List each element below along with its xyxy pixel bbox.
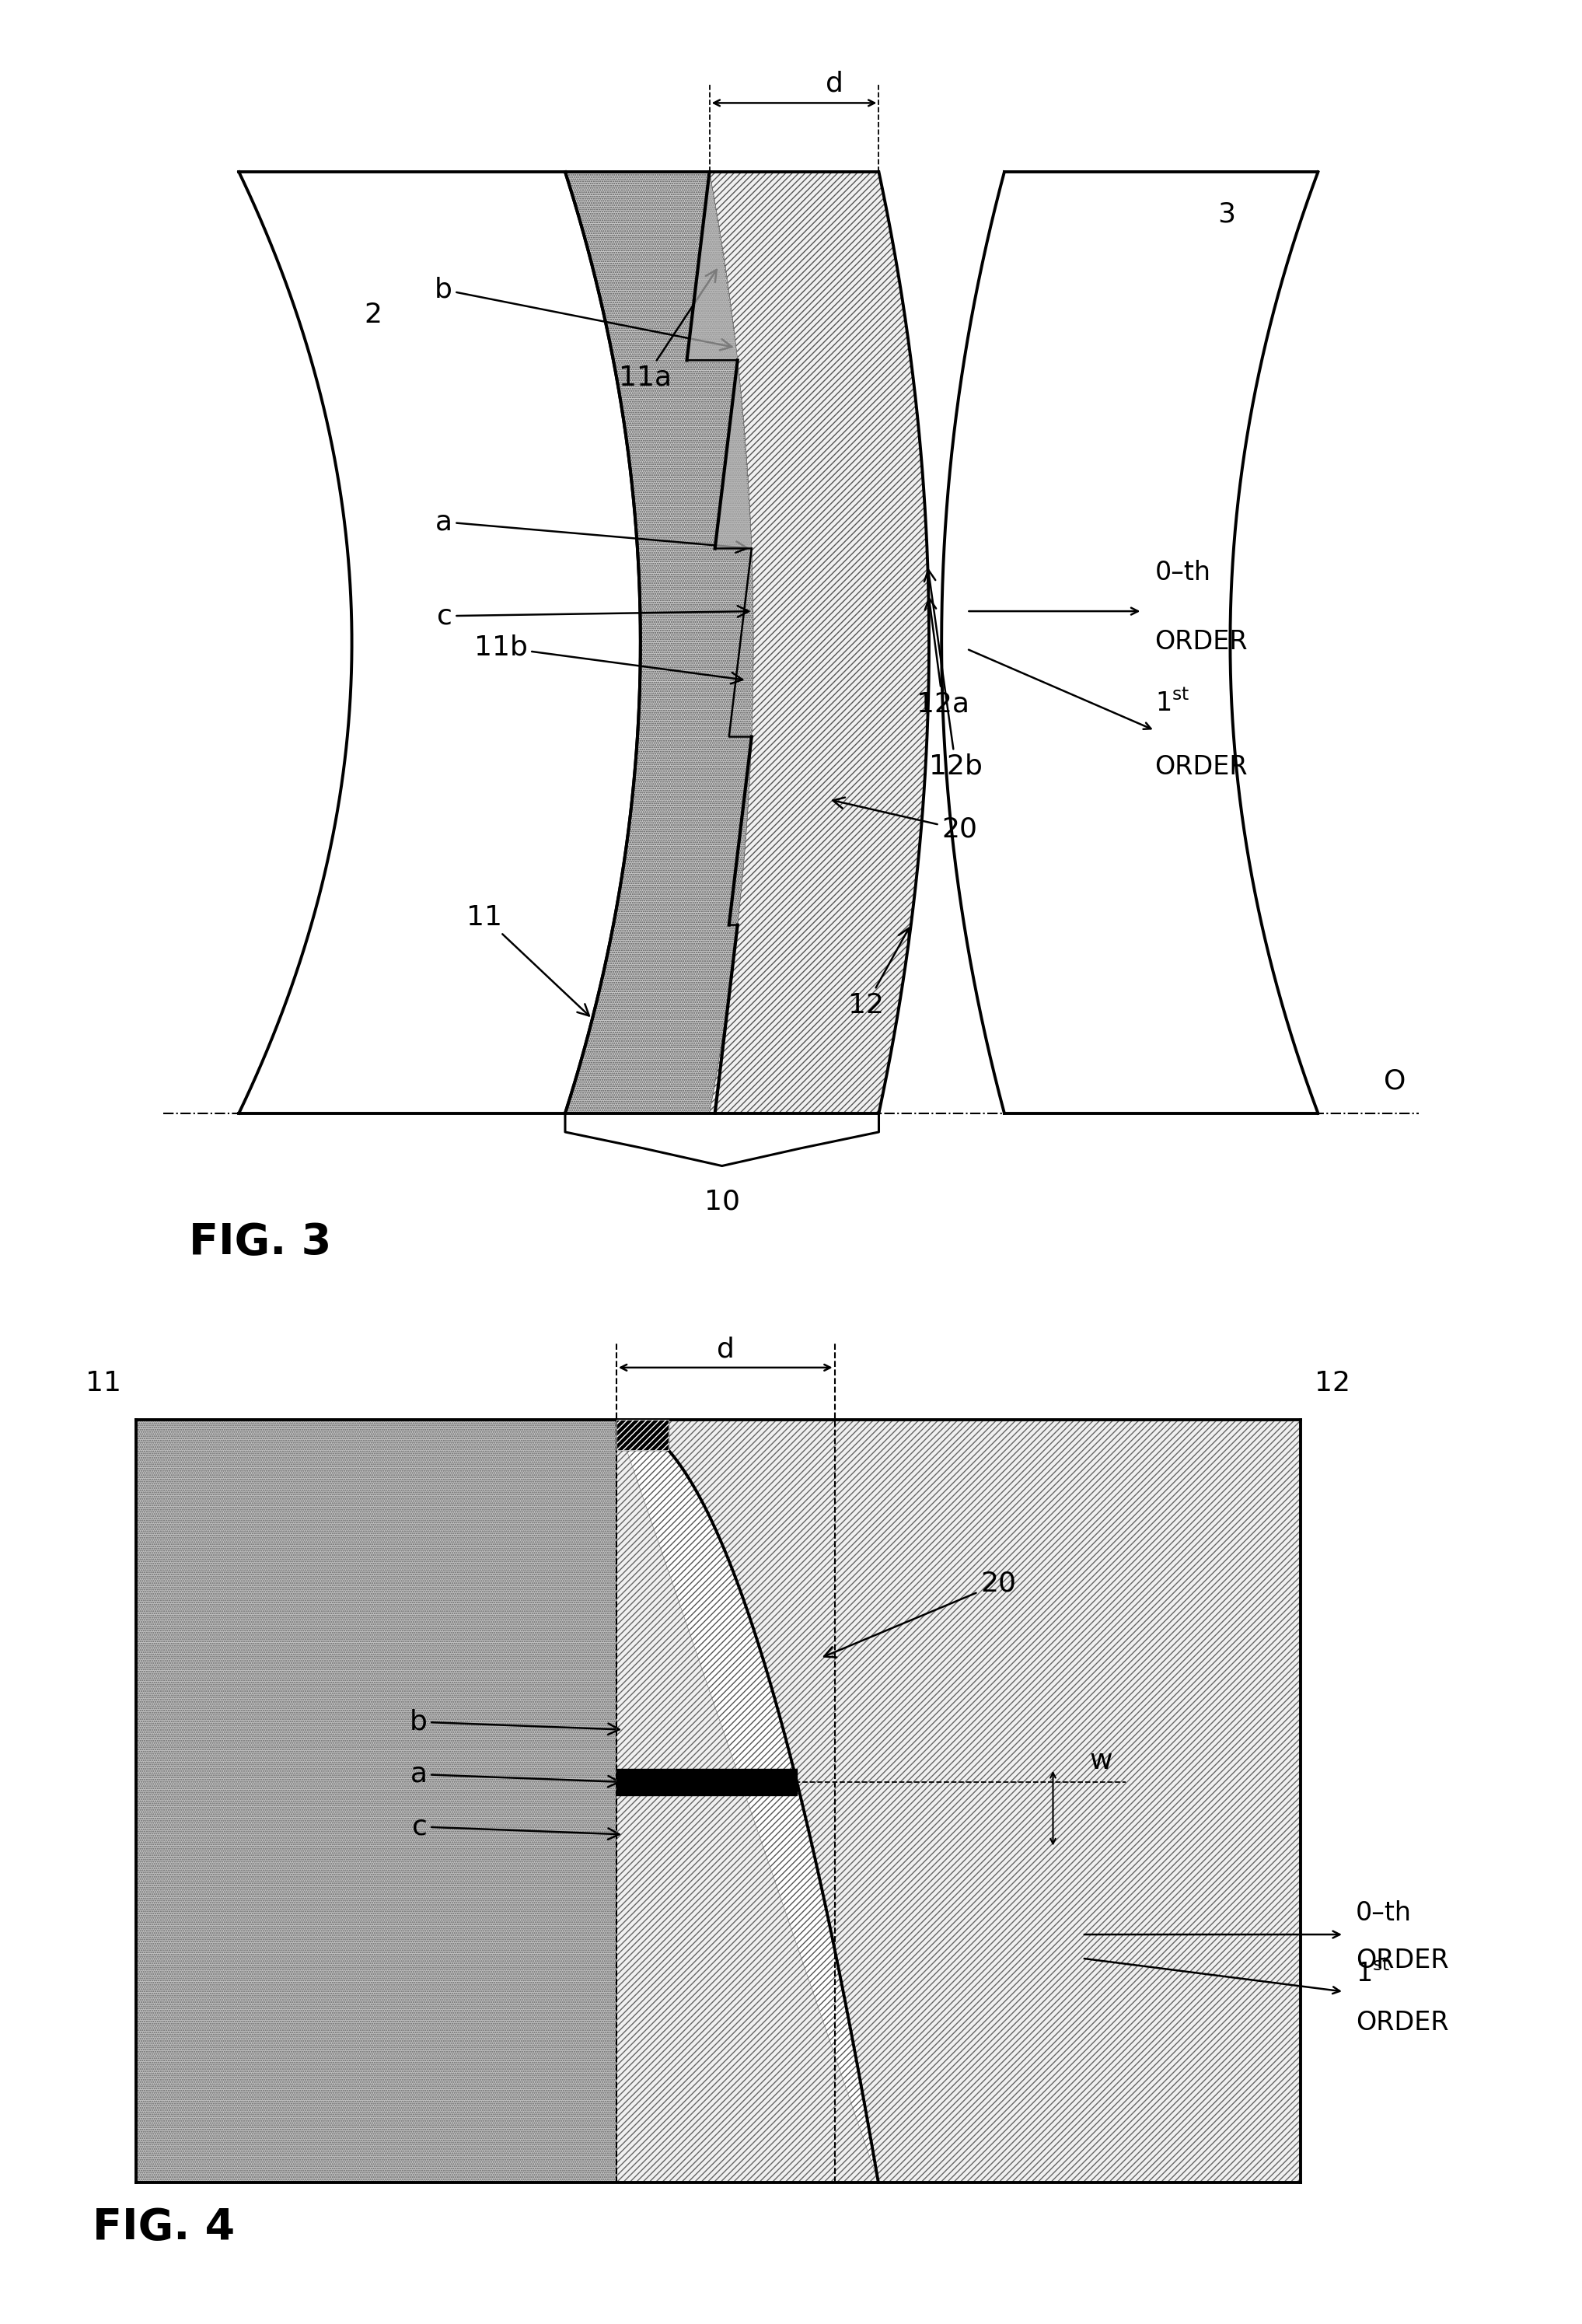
Text: c: c — [437, 602, 748, 630]
Text: O: O — [1384, 1069, 1406, 1095]
Text: w: w — [1090, 1748, 1112, 1776]
Text: a: a — [410, 1762, 619, 1787]
Polygon shape — [565, 172, 753, 1113]
Text: 10: 10 — [704, 1188, 740, 1215]
Text: ORDER: ORDER — [1356, 2010, 1449, 2036]
Polygon shape — [617, 1769, 797, 1796]
Text: 12: 12 — [848, 927, 910, 1018]
Polygon shape — [941, 172, 1318, 1113]
Text: c: c — [411, 1813, 619, 1841]
Polygon shape — [617, 1420, 1300, 2182]
Polygon shape — [136, 1420, 617, 2182]
Text: FIG. 3: FIG. 3 — [188, 1222, 331, 1264]
Text: 0–th: 0–th — [1155, 560, 1210, 586]
Text: 12b: 12b — [924, 569, 982, 781]
Polygon shape — [617, 1420, 878, 2182]
Polygon shape — [715, 360, 751, 548]
Text: a: a — [435, 509, 747, 553]
Text: ORDER: ORDER — [1155, 630, 1248, 655]
Text: 11b: 11b — [475, 634, 742, 683]
Polygon shape — [617, 1420, 669, 1450]
Text: FIG. 4: FIG. 4 — [92, 2208, 234, 2250]
Text: ORDER: ORDER — [1155, 755, 1248, 781]
Text: 20: 20 — [824, 1571, 1016, 1657]
Text: d: d — [717, 1336, 734, 1362]
Polygon shape — [709, 172, 929, 1113]
Text: 20: 20 — [832, 797, 978, 844]
Text: 3: 3 — [1218, 202, 1236, 228]
Text: 12: 12 — [1315, 1369, 1351, 1397]
Text: b: b — [410, 1708, 619, 1736]
Text: b: b — [435, 277, 732, 351]
Text: ORDER: ORDER — [1356, 1948, 1449, 1973]
Text: 1$^{\rm st}$: 1$^{\rm st}$ — [1356, 1961, 1391, 1987]
Text: 2: 2 — [364, 302, 383, 328]
Text: 11: 11 — [467, 904, 589, 1016]
Text: d: d — [826, 70, 843, 98]
Polygon shape — [239, 172, 641, 1113]
Text: 0–th: 0–th — [1356, 1901, 1411, 1927]
Text: 11: 11 — [85, 1369, 122, 1397]
Polygon shape — [687, 172, 737, 360]
Text: 12a: 12a — [916, 597, 970, 718]
Text: 1$^{\rm st}$: 1$^{\rm st}$ — [1155, 690, 1190, 718]
Text: 11a: 11a — [619, 270, 717, 390]
